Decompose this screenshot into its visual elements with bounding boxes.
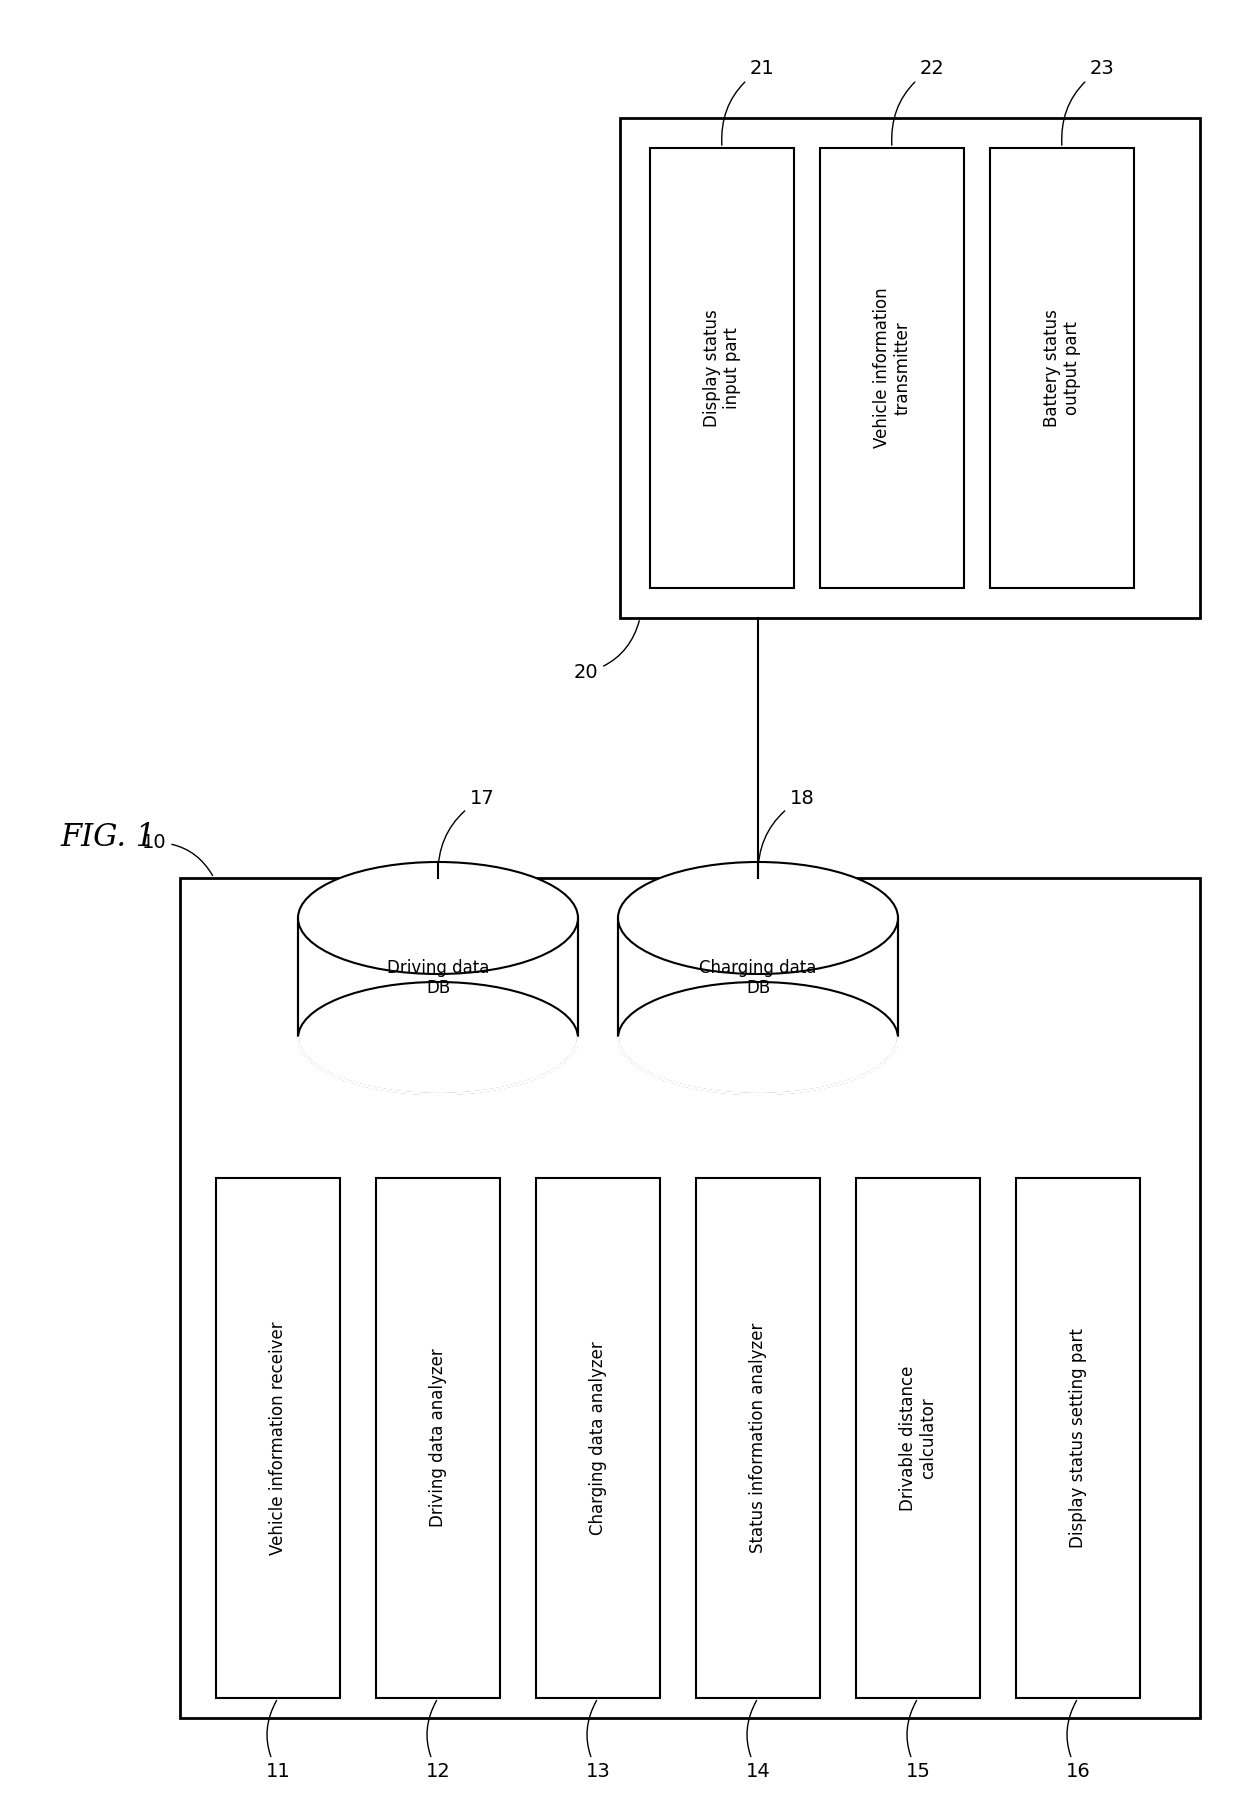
Text: Display status setting part: Display status setting part	[1069, 1329, 1087, 1547]
Text: Driving data
DB: Driving data DB	[387, 958, 490, 998]
Bar	[618, 918, 898, 1038]
Text: Charging data analyzer: Charging data analyzer	[589, 1342, 608, 1534]
Bar	[536, 1178, 660, 1698]
Text: 13: 13	[585, 1700, 610, 1782]
Text: Battery status
output part: Battery status output part	[1043, 309, 1081, 427]
Bar	[1016, 1178, 1140, 1698]
Text: 14: 14	[745, 1700, 770, 1782]
Text: Display status
input part: Display status input part	[703, 309, 742, 427]
Text: Driving data analyzer: Driving data analyzer	[429, 1349, 446, 1527]
Text: 12: 12	[425, 1700, 450, 1782]
Text: Drivable distance
calculator: Drivable distance calculator	[899, 1365, 937, 1511]
Text: 23: 23	[1061, 58, 1115, 145]
Ellipse shape	[618, 982, 898, 1094]
Bar	[298, 918, 578, 1038]
Text: Charging data
DB: Charging data DB	[699, 958, 817, 998]
Bar	[820, 147, 963, 587]
Bar	[856, 1178, 980, 1698]
Text: FIG. 1: FIG. 1	[60, 822, 155, 853]
Text: Vehicle information receiver: Vehicle information receiver	[269, 1322, 286, 1554]
Bar	[376, 1178, 500, 1698]
Bar	[990, 147, 1135, 587]
Text: 11: 11	[265, 1700, 290, 1782]
Text: 21: 21	[722, 58, 774, 145]
Bar	[696, 1178, 820, 1698]
Ellipse shape	[298, 862, 578, 974]
Text: 16: 16	[1065, 1700, 1090, 1782]
Ellipse shape	[618, 862, 898, 974]
Text: 10: 10	[141, 833, 212, 876]
Text: 20: 20	[574, 620, 640, 682]
Text: 17: 17	[438, 789, 495, 874]
Text: 18: 18	[758, 789, 815, 874]
Ellipse shape	[298, 982, 578, 1094]
Text: Status information analyzer: Status information analyzer	[749, 1324, 768, 1553]
Bar	[620, 118, 1200, 618]
Text: 22: 22	[892, 58, 945, 145]
Bar	[650, 147, 794, 587]
Text: Vehicle information
transmitter: Vehicle information transmitter	[873, 287, 911, 449]
Text: 15: 15	[905, 1700, 930, 1782]
Bar	[180, 878, 1200, 1718]
Bar	[216, 1178, 340, 1698]
